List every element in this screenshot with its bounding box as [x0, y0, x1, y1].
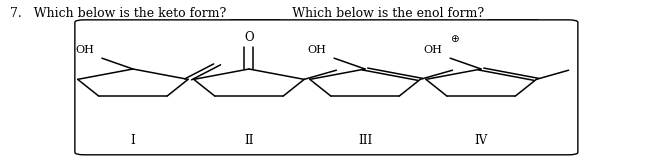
Text: 7.   Which below is the keto form? ________   Which below is the enol form? ____: 7. Which below is the keto form? _______… [11, 6, 539, 19]
Text: I: I [131, 134, 135, 147]
FancyBboxPatch shape [75, 20, 578, 155]
Text: III: III [358, 134, 372, 147]
Text: II: II [244, 134, 254, 147]
Text: ⊕: ⊕ [450, 34, 459, 44]
Text: OH: OH [424, 45, 442, 55]
Text: IV: IV [474, 134, 488, 147]
Text: OH: OH [308, 45, 326, 55]
Text: OH: OH [75, 45, 94, 55]
Text: O: O [244, 31, 254, 44]
